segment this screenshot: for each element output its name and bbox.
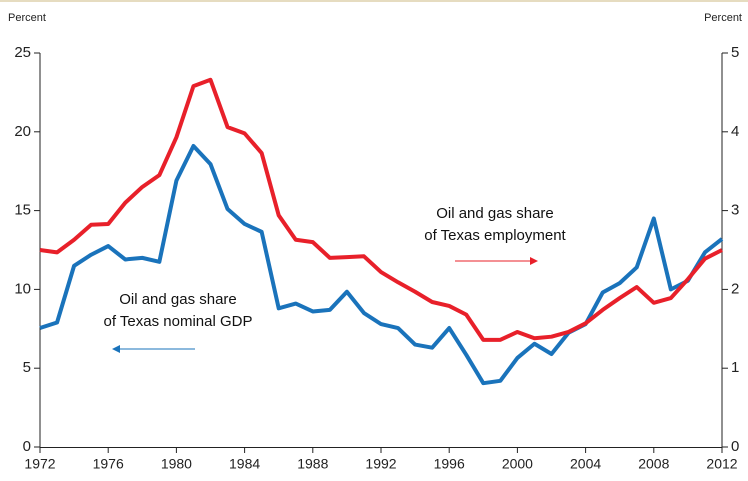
x-tick-label: 1972 <box>24 456 55 472</box>
y-tick-label: 15 <box>14 202 31 219</box>
annotation: Oil and gas share <box>119 291 237 308</box>
series-line <box>39 77 723 342</box>
x-tick-label: 1984 <box>229 456 260 472</box>
y-tick-label: 20 <box>14 123 31 140</box>
y-tick-label: 10 <box>14 280 31 297</box>
y2-tick-label: 0 <box>731 438 739 455</box>
y2-tick-label: 2 <box>731 280 739 297</box>
arrow-head <box>530 257 538 265</box>
y2-axis-label: Percent <box>704 12 742 24</box>
y2-tick-label: 5 <box>731 44 739 61</box>
y-axis-label: Percent <box>8 12 46 24</box>
x-tick-label: 1996 <box>434 456 465 472</box>
x-tick-label: 1992 <box>365 456 396 472</box>
x-tick-label: 1980 <box>161 456 192 472</box>
annotation: Oil and gas share <box>436 205 554 222</box>
series-line <box>39 143 724 386</box>
arrow-head <box>112 345 120 353</box>
y2-tick-label: 3 <box>731 202 739 219</box>
x-tick-label: 2000 <box>502 456 533 472</box>
annotation: of Texas nominal GDP <box>104 313 253 330</box>
x-tick-label: 2008 <box>638 456 669 472</box>
x-tick-label: 2012 <box>706 456 737 472</box>
annotation: of Texas employment <box>424 227 566 244</box>
y-tick-label: 5 <box>23 359 31 376</box>
y-tick-label: 25 <box>14 44 31 61</box>
x-tick-label: 1988 <box>297 456 328 472</box>
x-tick-label: 2004 <box>570 456 601 472</box>
x-tick-label: 1976 <box>93 456 124 472</box>
y-tick-label: 0 <box>23 438 31 455</box>
y2-tick-label: 1 <box>731 359 739 376</box>
y2-tick-label: 4 <box>731 123 739 140</box>
